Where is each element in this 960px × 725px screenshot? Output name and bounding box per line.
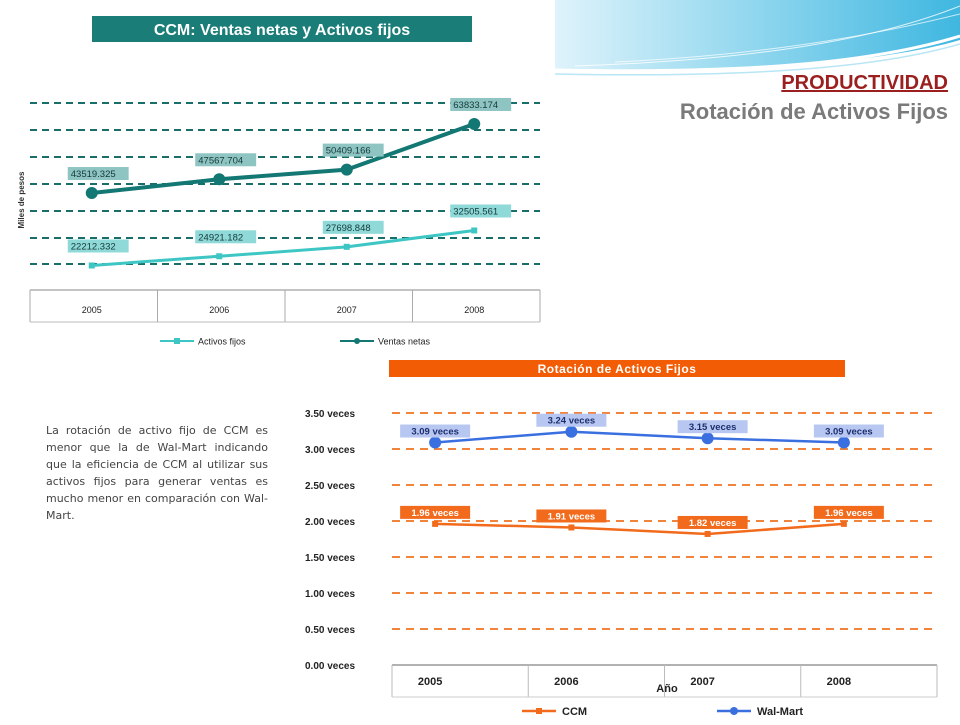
chart-rotacion-activos: Rotación de Activos Fijos 0.00 veces 0.50 … (297, 355, 940, 720)
chart-1-svg: CCM: Ventas netas y Activos fijos 2005 200… (0, 0, 555, 355)
chart-1-y-axis-label: Miles de pesos (17, 171, 26, 228)
chart-1-data-label: 32505.561 (453, 206, 498, 217)
chart-1-data-label: 24921.182 (198, 232, 243, 243)
chart-1-data-label: 43519.325 (71, 169, 116, 180)
chart-2-data-label: 3.09 veces (411, 427, 459, 438)
chart-2-series-line-2 (435, 430, 844, 444)
chart-1-x-tick-label: 2005 (82, 305, 102, 315)
chart-2-data-label-bg (813, 424, 884, 438)
chart-2-svg: Rotación de Activos Fijos 0.00 veces 0.50 … (297, 355, 940, 720)
slide-subtitle: Rotación de Activos Fijos (679, 99, 948, 124)
chart-2-legend-label: Wal-Mart (757, 706, 803, 718)
chart-2-x-axis-label: Año (656, 683, 678, 695)
chart-1-point (85, 187, 98, 200)
chart-1-point (468, 117, 481, 130)
chart-2-data-label: 1.96 veces (825, 508, 873, 519)
chart-1-title: CCM: Ventas netas y Activos fijos (154, 22, 410, 39)
chart-2-data-label-bg (677, 515, 748, 529)
chart-1-data-label: 50409.166 (326, 146, 371, 157)
chart-1-data-label-bg (322, 220, 384, 234)
chart-2-y-tick-label: 0.50 veces (305, 625, 355, 636)
chart-2-x-tick-label: 2007 (690, 676, 714, 688)
chart-2-data-label-bg (813, 505, 884, 519)
chart-2-y-tick-label: 1.50 veces (305, 553, 355, 564)
chart-1-x-tick-label: 2008 (464, 305, 484, 315)
chart-1-data-label-bg (195, 230, 257, 244)
chart-1-point (343, 243, 350, 250)
chart-1-data-label-bg (67, 167, 129, 181)
chart-2-data-label: 1.82 veces (689, 518, 737, 529)
chart-1-point (216, 253, 223, 260)
chart-2-y-tick-label: 2.50 veces (305, 481, 355, 492)
chart-2-legend-marker (730, 707, 738, 715)
chart-1-x-tick-label: 2007 (337, 305, 357, 315)
chart-2-point (704, 530, 711, 537)
chart-2-title-bar (389, 360, 845, 377)
chart-2-point (701, 432, 714, 445)
chart-1-point (340, 163, 353, 176)
chart-1-data-label-bg (195, 153, 257, 167)
chart-2-y-tick-label: 2.00 veces (305, 517, 355, 528)
chart-2-point (432, 520, 439, 527)
chart-2-y-tick-label: 3.50 veces (305, 409, 355, 420)
chart-1-legend-marker (174, 338, 180, 344)
chart-2-point (837, 436, 850, 449)
decorative-swoosh (555, 0, 960, 76)
chart-2-point (568, 524, 575, 531)
chart-2-data-label-bg (400, 424, 471, 438)
chart-1-data-label: 22212.332 (71, 241, 116, 252)
chart-2-title: Rotación de Activos Fijos (538, 362, 697, 376)
chart-1-data-label-bg (450, 97, 512, 111)
chart-2-y-tick-label: 3.00 veces (305, 445, 355, 456)
chart-2-point (565, 425, 578, 438)
chart-2-point (840, 520, 847, 527)
chart-2-data-label-bg (536, 509, 607, 523)
chart-2-x-tick-label: 2008 (827, 676, 851, 688)
chart-2-background (297, 355, 940, 720)
chart-1-series-line-1 (91, 228, 475, 267)
chart-1-data-label: 27698.848 (326, 223, 371, 234)
chart-2-data-label: 3.24 veces (548, 416, 596, 427)
chart-1-legend-label: Ventas netas (378, 337, 431, 347)
chart-2-data-label-bg (536, 413, 607, 427)
chart-2-y-tick-label: 0.00 veces (305, 661, 355, 672)
chart-1-point (213, 173, 226, 186)
chart-2-data-label: 3.15 veces (689, 422, 737, 433)
analysis-paragraph: La rotación de activo fijo de CCM es men… (46, 424, 268, 522)
chart-2-legend-label: CCM (562, 706, 587, 718)
chart-2-point (429, 436, 442, 449)
chart-1-data-label-bg (450, 204, 512, 218)
chart-1-data-label-bg (67, 239, 129, 253)
chart-1-legend-label: Activos fijos (198, 337, 246, 347)
chart-2-y-tick-label: 1.00 veces (305, 589, 355, 600)
chart-2-data-label-bg (400, 505, 471, 519)
chart-1-series-line-2 (91, 122, 475, 196)
chart-2-series-line-1 (435, 522, 844, 536)
slide-title: PRODUCTIVIDAD (781, 72, 948, 94)
chart-1-point (88, 262, 95, 269)
chart-2-x-tick-label: 2005 (418, 676, 442, 688)
chart-1-data-label: 47567.704 (198, 155, 243, 166)
chart-2-data-label-bg (677, 420, 748, 434)
chart-1-legend-marker (354, 338, 360, 344)
chart-1-x-tick-label: 2006 (209, 305, 229, 315)
chart-1-data-label: 63833.174 (453, 100, 498, 111)
chart-2-legend-marker (536, 708, 542, 714)
chart-1-title-bar (92, 16, 472, 42)
chart-2-data-label: 1.96 veces (411, 508, 459, 519)
chart-1-data-label-bg (322, 143, 384, 157)
slide-heading: PRODUCTIVIDAD Rotación de Activos Fijos (680, 70, 948, 128)
chart-2-x-tick-label: 2006 (554, 676, 578, 688)
chart-2-data-label: 1.91 veces (548, 511, 596, 522)
chart-ventas-activos: CCM: Ventas netas y Activos fijos 2005 200… (0, 0, 555, 355)
chart-2-data-label: 3.09 veces (825, 427, 873, 438)
chart-1-point (471, 227, 478, 234)
